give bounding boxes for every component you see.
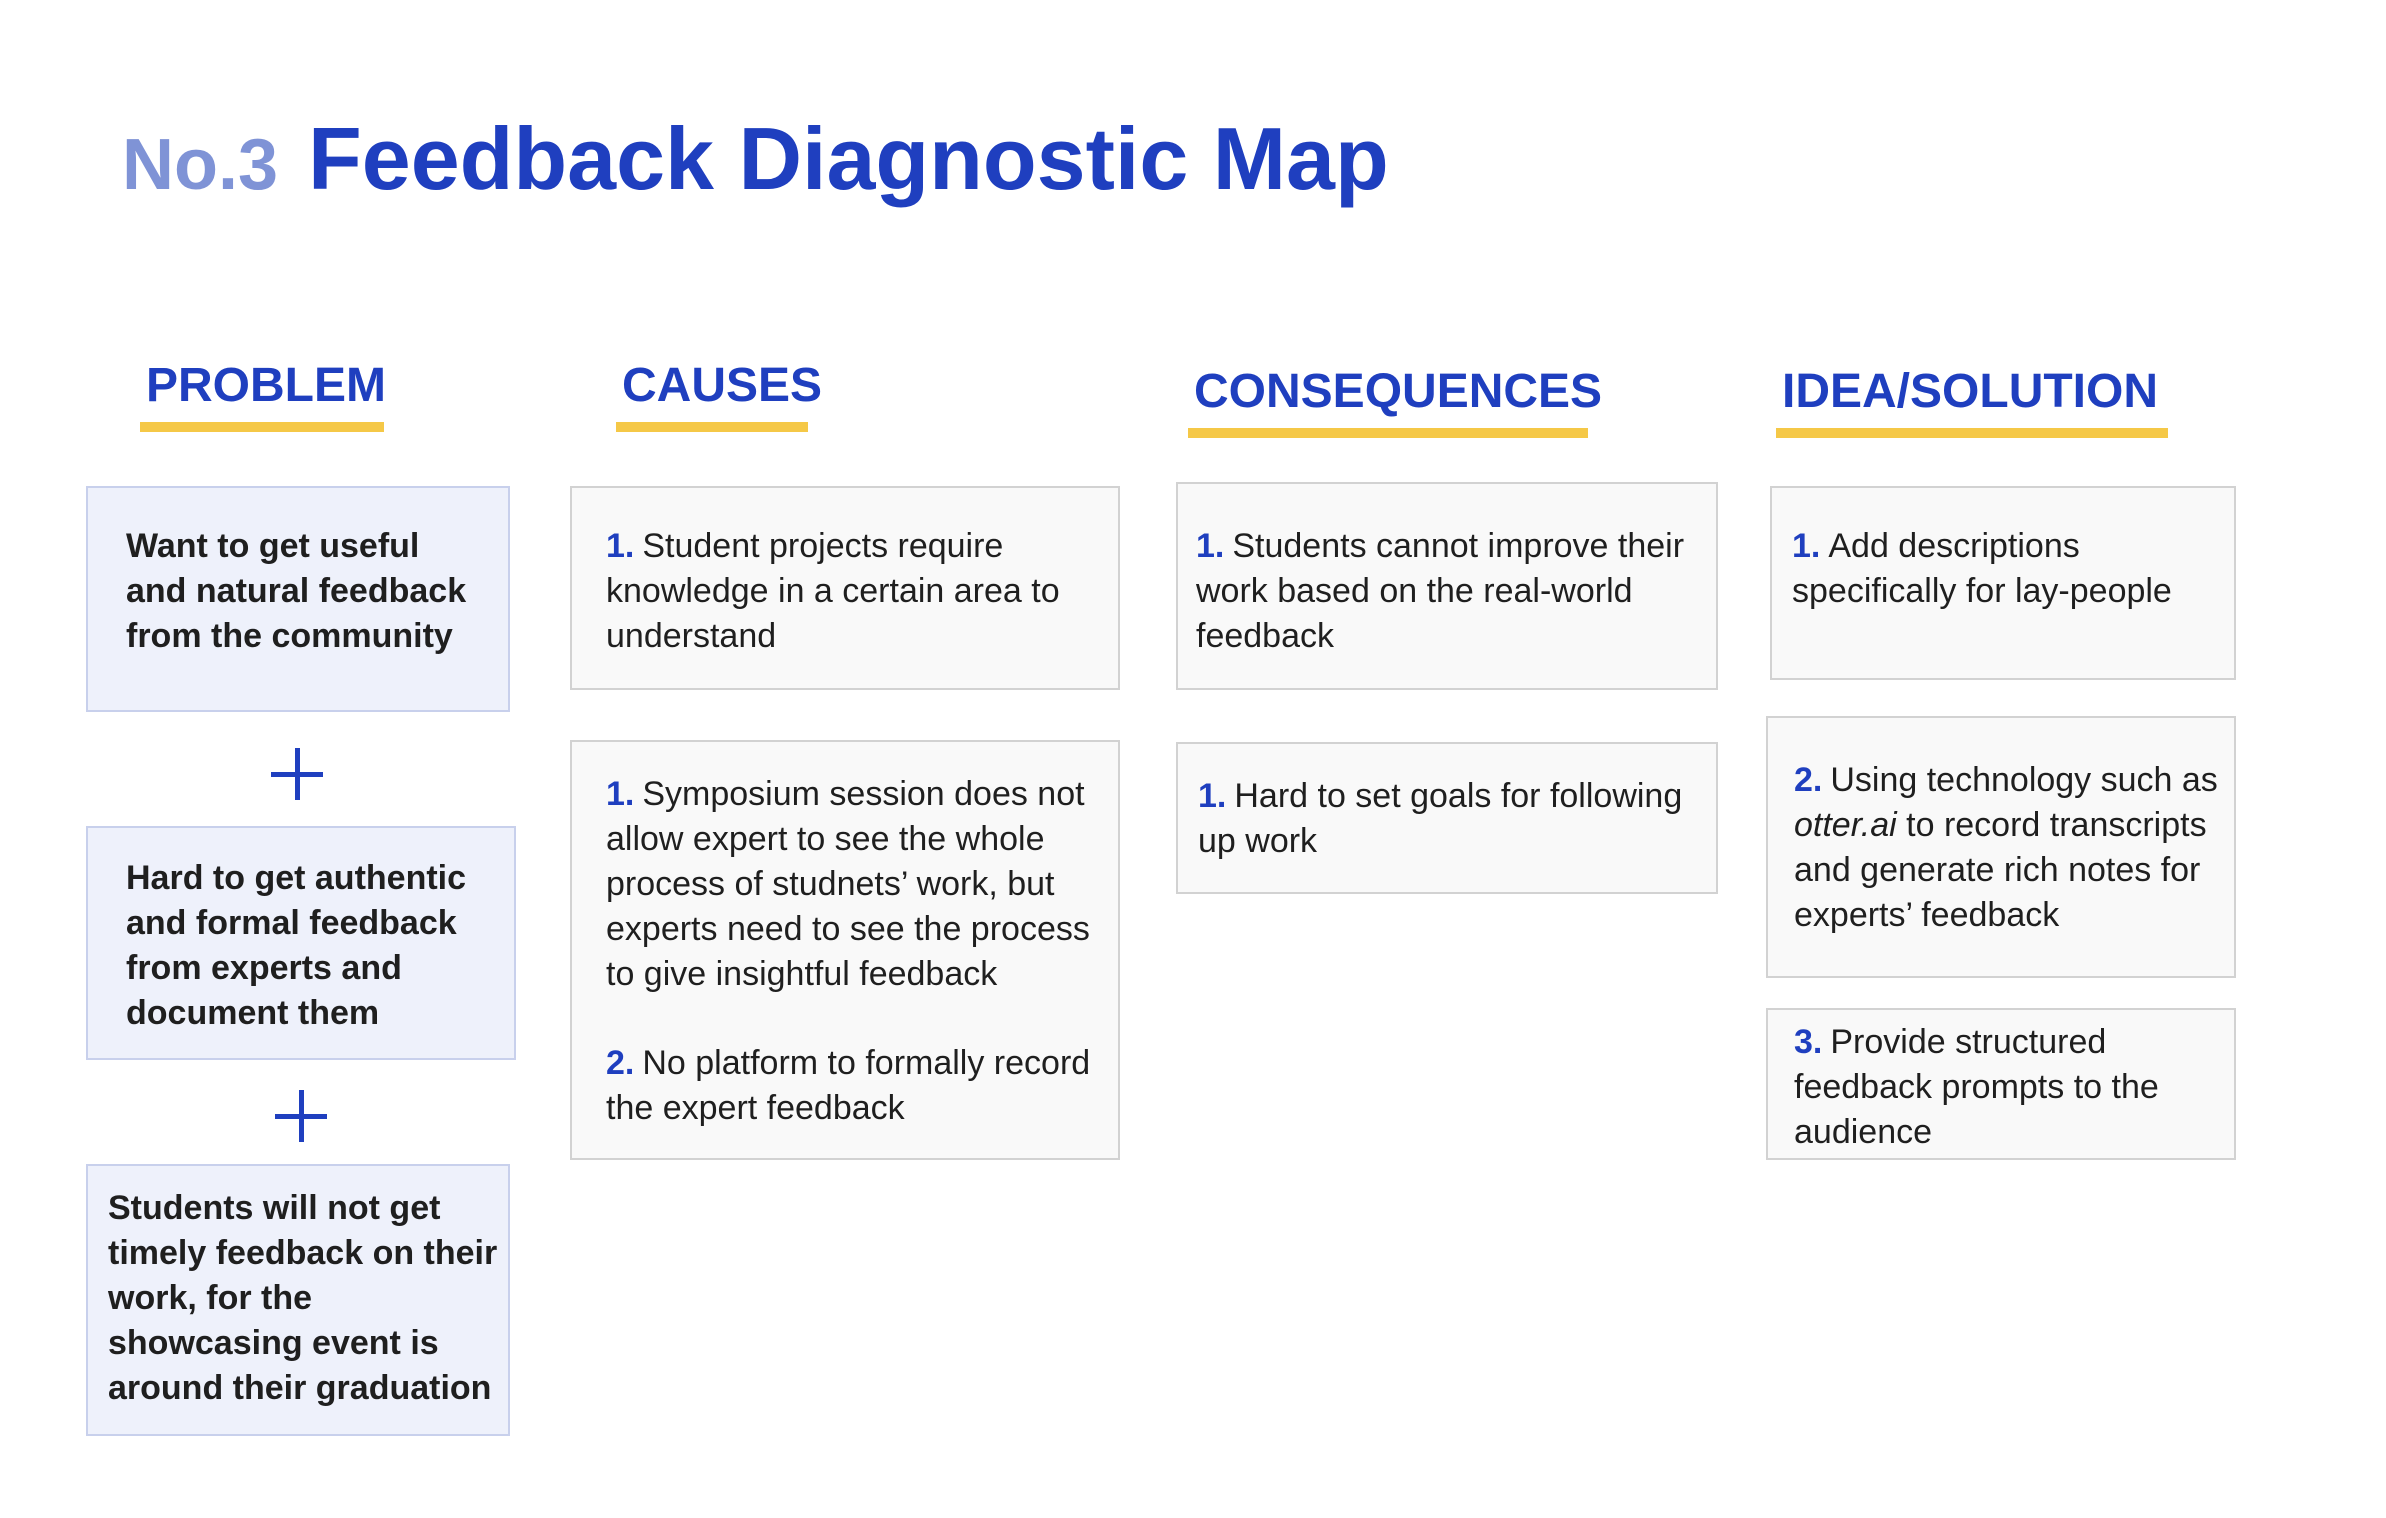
solution-number: 1. xyxy=(1792,527,1821,565)
solution-text-italic: otter.ai xyxy=(1794,806,1897,844)
cause-text: Symposium session does not allow expert … xyxy=(606,775,1090,993)
cause-item-2: 1. Symposium session does not allow exper… xyxy=(606,772,1098,997)
solution-item-3: 3. Provide structured feedback prompts to… xyxy=(1794,1020,2218,1155)
consequence-text: Hard to set goals for following up work xyxy=(1198,777,1683,860)
title-number: No.3 xyxy=(122,125,279,205)
problem-card-2: Hard to get authentic and formal feedbac… xyxy=(86,826,516,1060)
cause-card-2: 1. Symposium session does not allow exper… xyxy=(570,740,1120,1160)
cause-text: No platform to formally record the exper… xyxy=(606,1044,1091,1127)
column-header-consequences: CONSEQUENCES xyxy=(1188,362,1602,438)
cause-card-1: 1. Student projects require knowledge in … xyxy=(570,486,1120,690)
problem-card-1: Want to get useful and natural feedback … xyxy=(86,486,510,712)
solution-card-3: 3. Provide structured feedback prompts to… xyxy=(1766,1008,2236,1160)
cause-item-3: 2. No platform to formally record the exp… xyxy=(606,1041,1098,1131)
column-header-causes: CAUSES xyxy=(616,356,822,432)
consequence-item-2: 1. Hard to set goals for following up wor… xyxy=(1198,774,1696,864)
consequence-text: Students cannot improve their work based… xyxy=(1196,527,1685,655)
problem-text-1: Want to get useful and natural feedback … xyxy=(126,527,467,655)
cause-text: Student projects require knowledge in a … xyxy=(606,527,1060,655)
plus-icon xyxy=(275,1090,327,1142)
consequence-number: 1. xyxy=(1198,777,1227,815)
column-header-problem: PROBLEM xyxy=(140,356,386,432)
consequence-item-1: 1. Students cannot improve their work bas… xyxy=(1196,524,1696,659)
title-text: Feedback Diagnostic Map xyxy=(308,109,1389,208)
consequence-number: 1. xyxy=(1196,527,1225,565)
solution-text: Add descriptions specifically for lay-pe… xyxy=(1792,527,2172,610)
consequence-card-1: 1. Students cannot improve their work bas… xyxy=(1176,482,1718,690)
solution-card-2: 2. Using technology such as otter.ai to r… xyxy=(1766,716,2236,978)
cause-number: 1. xyxy=(606,775,635,813)
consequence-card-2: 1. Hard to set goals for following up wor… xyxy=(1176,742,1718,894)
solution-card-1: 1. Add descriptions specifically for lay-… xyxy=(1770,486,2236,680)
cause-item-1: 1. Student projects require knowledge in … xyxy=(606,524,1088,659)
solution-text-after: to record transcripts and generate rich … xyxy=(1794,806,2207,934)
page-title: No.3 Feedback Diagnostic Map xyxy=(122,108,1389,210)
cause-number: 2. xyxy=(606,1044,635,1082)
column-header-solution: IDEA/SOLUTION xyxy=(1776,362,2168,438)
problem-text-3: Students will not get timely feedback on… xyxy=(108,1189,498,1407)
problem-card-3: Students will not get timely feedback on… xyxy=(86,1164,510,1436)
solution-item-2: 2. Using technology such as otter.ai to r… xyxy=(1794,758,2218,938)
solution-item-1: 1. Add descriptions specifically for lay-… xyxy=(1792,524,2214,614)
problem-text-2: Hard to get authentic and formal feedbac… xyxy=(126,859,467,1032)
cause-number: 1. xyxy=(606,527,635,565)
solution-text-before: Using technology such as xyxy=(1830,761,2218,799)
solution-text: Provide structured feedback prompts to t… xyxy=(1794,1023,2159,1151)
solution-number: 2. xyxy=(1794,761,1823,799)
solution-number: 3. xyxy=(1794,1023,1823,1061)
plus-icon xyxy=(271,748,323,800)
